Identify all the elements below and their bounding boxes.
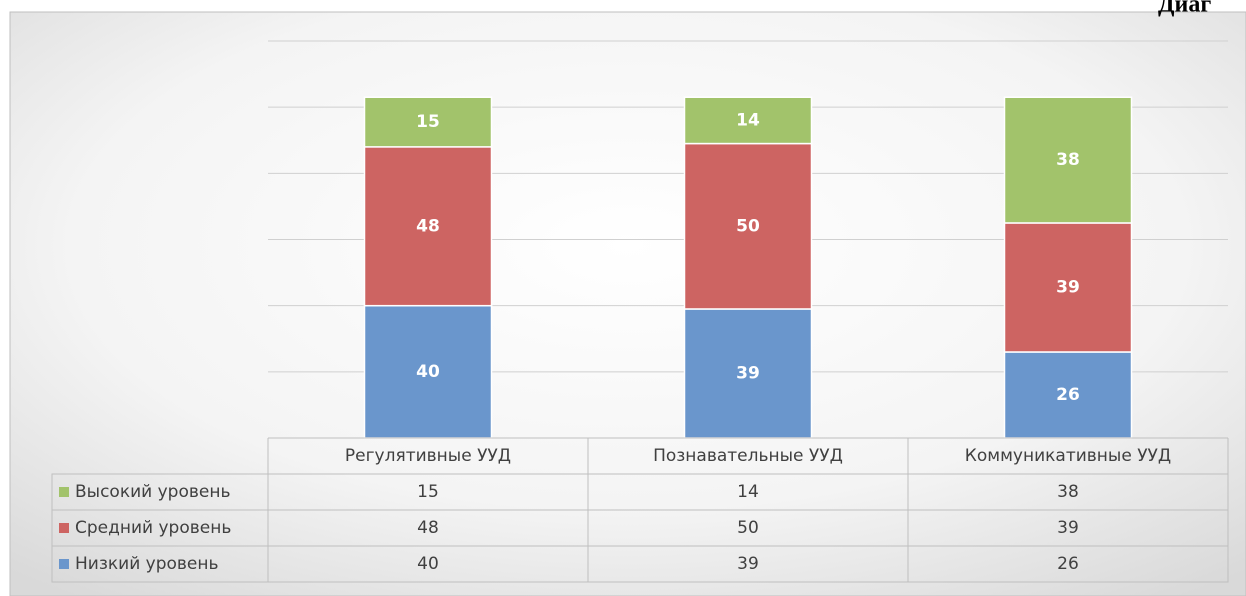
bar-segment: [363, 146, 493, 307]
data-label: 26: [1056, 385, 1080, 405]
data-label: 40: [416, 362, 440, 382]
legend-label: Высокий уровень: [75, 482, 230, 502]
data-label: 50: [736, 216, 760, 236]
legend-swatch: [59, 523, 69, 533]
legend-swatch: [59, 559, 69, 569]
chart-title: Диаг: [1158, 0, 1211, 18]
table-value: 39: [1057, 518, 1079, 538]
x-tick-label: Регулятивные УУД: [345, 446, 511, 466]
legend-swatch: [59, 487, 69, 497]
legend-label: Средний уровень: [75, 518, 231, 538]
table-value: 26: [1057, 554, 1079, 574]
x-tick-label: Познавательные УУД: [653, 446, 843, 466]
bar-segment: [363, 96, 493, 148]
x-tick-label: Коммуникативные УУД: [965, 446, 1171, 466]
table-value: 15: [417, 482, 439, 502]
data-label: 39: [736, 363, 760, 383]
bar-segment: [683, 96, 813, 145]
data-label: 39: [1056, 277, 1080, 297]
table-value: 14: [737, 482, 759, 502]
table-value: 48: [417, 518, 439, 538]
table-value: 38: [1057, 482, 1079, 502]
bar-segment: [683, 308, 813, 439]
legend-label: Низкий уровень: [75, 554, 219, 574]
data-label: 38: [1056, 150, 1080, 170]
data-label: 15: [416, 112, 440, 132]
table-value: 50: [737, 518, 759, 538]
table-value: 40: [417, 554, 439, 574]
data-label: 14: [736, 110, 760, 130]
bar-segment: [363, 304, 493, 439]
bar-segment: [683, 142, 813, 310]
bar-segment: [1003, 96, 1133, 224]
data-label: 48: [416, 216, 440, 236]
table-value: 39: [737, 554, 759, 574]
